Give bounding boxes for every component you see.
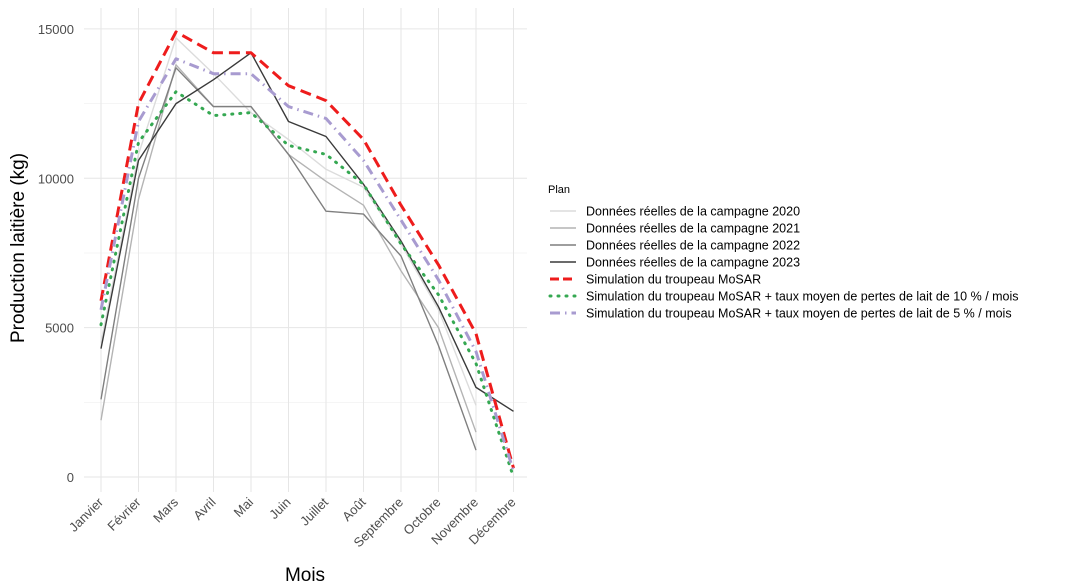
legend-label: Simulation du troupeau MoSAR <box>586 273 761 287</box>
x-tick-label: Août <box>339 494 369 524</box>
y-tick-label: 5000 <box>45 321 74 336</box>
series-line <box>100 52 514 412</box>
x-tick-label: Janvier <box>66 494 107 535</box>
x-tick-label: Mars <box>150 494 181 525</box>
y-axis-title: Production laitière (kg) <box>8 153 29 343</box>
series-line <box>100 67 477 451</box>
legend-label: Données réelles de la campagne 2022 <box>586 239 800 253</box>
series-line <box>99 30 515 469</box>
x-axis-title: Mois <box>285 565 325 586</box>
legend-items: Données réelles de la campagne 2020 Donné… <box>548 205 1019 321</box>
legend-title: Plan <box>548 184 570 196</box>
series-line <box>100 37 477 406</box>
legend-label: Données réelles de la campagne 2023 <box>586 256 800 270</box>
y-tick-label: 15000 <box>38 22 74 37</box>
x-tick-label: Février <box>104 494 144 534</box>
legend: Plan Données réelles de la campagne 2020… <box>548 184 1019 321</box>
major-gridlines <box>84 8 527 492</box>
y-tick-label: 10000 <box>38 171 74 186</box>
legend-label: Simulation du troupeau MoSAR + taux moye… <box>586 290 1019 304</box>
legend-label: Données réelles de la campagne 2021 <box>586 222 800 236</box>
legend-label: Simulation du troupeau MoSAR + taux moye… <box>586 307 1012 321</box>
series-lines <box>99 30 515 479</box>
y-tick-label: 0 <box>67 470 74 485</box>
x-tick-label: Mai <box>231 494 256 519</box>
series-line <box>99 57 515 472</box>
x-tick-label: Juillet <box>297 494 331 528</box>
y-axis-tick-labels: 0 5000 10000 15000 <box>38 22 74 485</box>
series-line <box>99 90 515 479</box>
legend-label: Données réelles de la campagne 2020 <box>586 205 800 219</box>
x-tick-label: Juin <box>266 495 293 522</box>
x-tick-label: Avril <box>190 494 218 522</box>
minor-gridlines <box>84 103 527 403</box>
